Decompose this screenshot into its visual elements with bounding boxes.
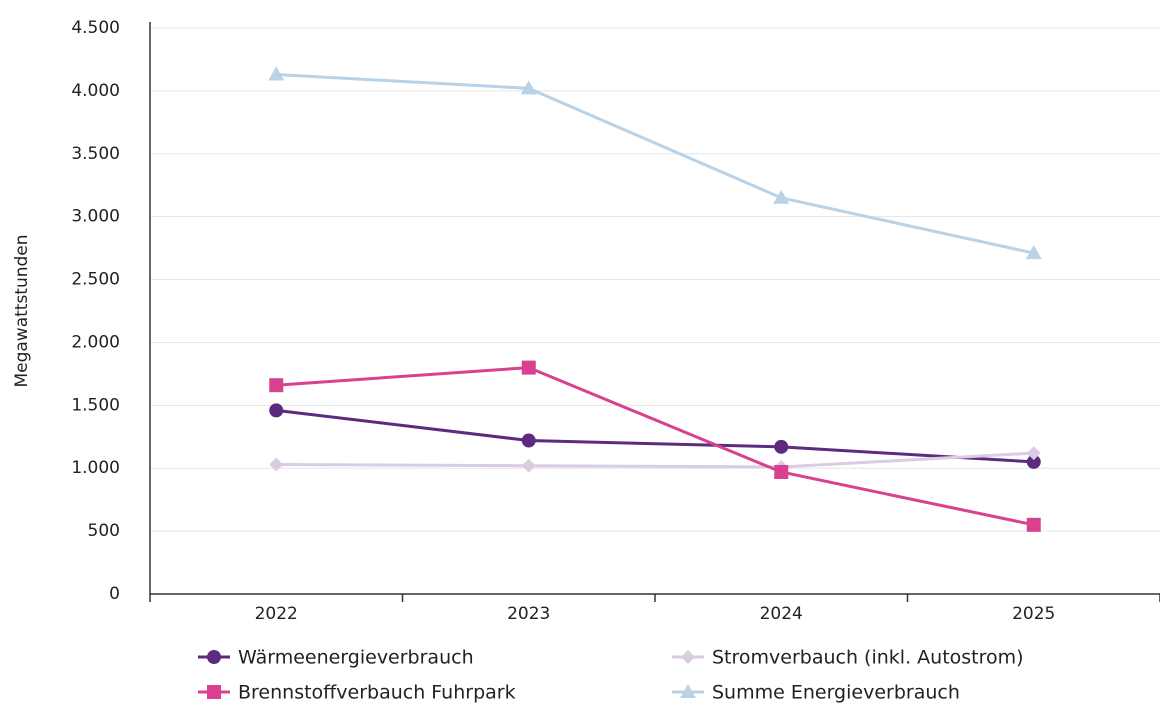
legend-label: Wärmeenergieverbrauch [238, 647, 474, 669]
marker [1025, 245, 1042, 260]
series-line [276, 73, 1035, 255]
x-tick-label: 2025 [1012, 604, 1055, 624]
marker [1026, 454, 1041, 469]
y-tick-label: 2.500 [71, 270, 120, 290]
y-tick-label: 2.000 [71, 332, 120, 352]
marker [269, 403, 284, 418]
y-tick-label: 3.500 [71, 144, 120, 164]
marker [521, 458, 536, 473]
marker [268, 66, 285, 81]
marker [207, 650, 221, 664]
legend-label: Stromverbauch (inkl. Autostrom) [712, 647, 1024, 669]
marker [773, 189, 790, 204]
x-tick-label: 2023 [507, 604, 550, 624]
legend-label: Summe Energieverbrauch [712, 682, 960, 704]
marker [521, 360, 536, 375]
y-tick-label: 4.000 [71, 81, 120, 101]
marker [774, 439, 789, 454]
marker [1026, 446, 1041, 461]
marker [521, 433, 536, 448]
y-tick-label: 4.500 [71, 18, 120, 38]
y-tick-label: 0 [109, 584, 120, 604]
marker [269, 457, 284, 472]
marker [207, 685, 221, 699]
series-line [276, 366, 1035, 527]
marker [681, 650, 695, 664]
y-tick-label: 1.500 [71, 395, 120, 415]
x-tick-label: 2024 [760, 604, 803, 624]
y-tick-label: 500 [88, 521, 120, 541]
legend-label: Brennstoffverbauch Fuhrpark [238, 682, 516, 704]
marker [774, 464, 789, 479]
series-line [276, 451, 1034, 469]
marker [520, 80, 537, 95]
y-tick-label: 1.000 [71, 458, 120, 478]
marker [680, 684, 696, 698]
y-axis-label: Megawattstunden [12, 234, 32, 387]
marker [1026, 517, 1041, 532]
x-tick-label: 2022 [255, 604, 298, 624]
series-line [276, 408, 1034, 464]
marker [269, 378, 284, 393]
y-tick-label: 3.000 [71, 207, 120, 227]
